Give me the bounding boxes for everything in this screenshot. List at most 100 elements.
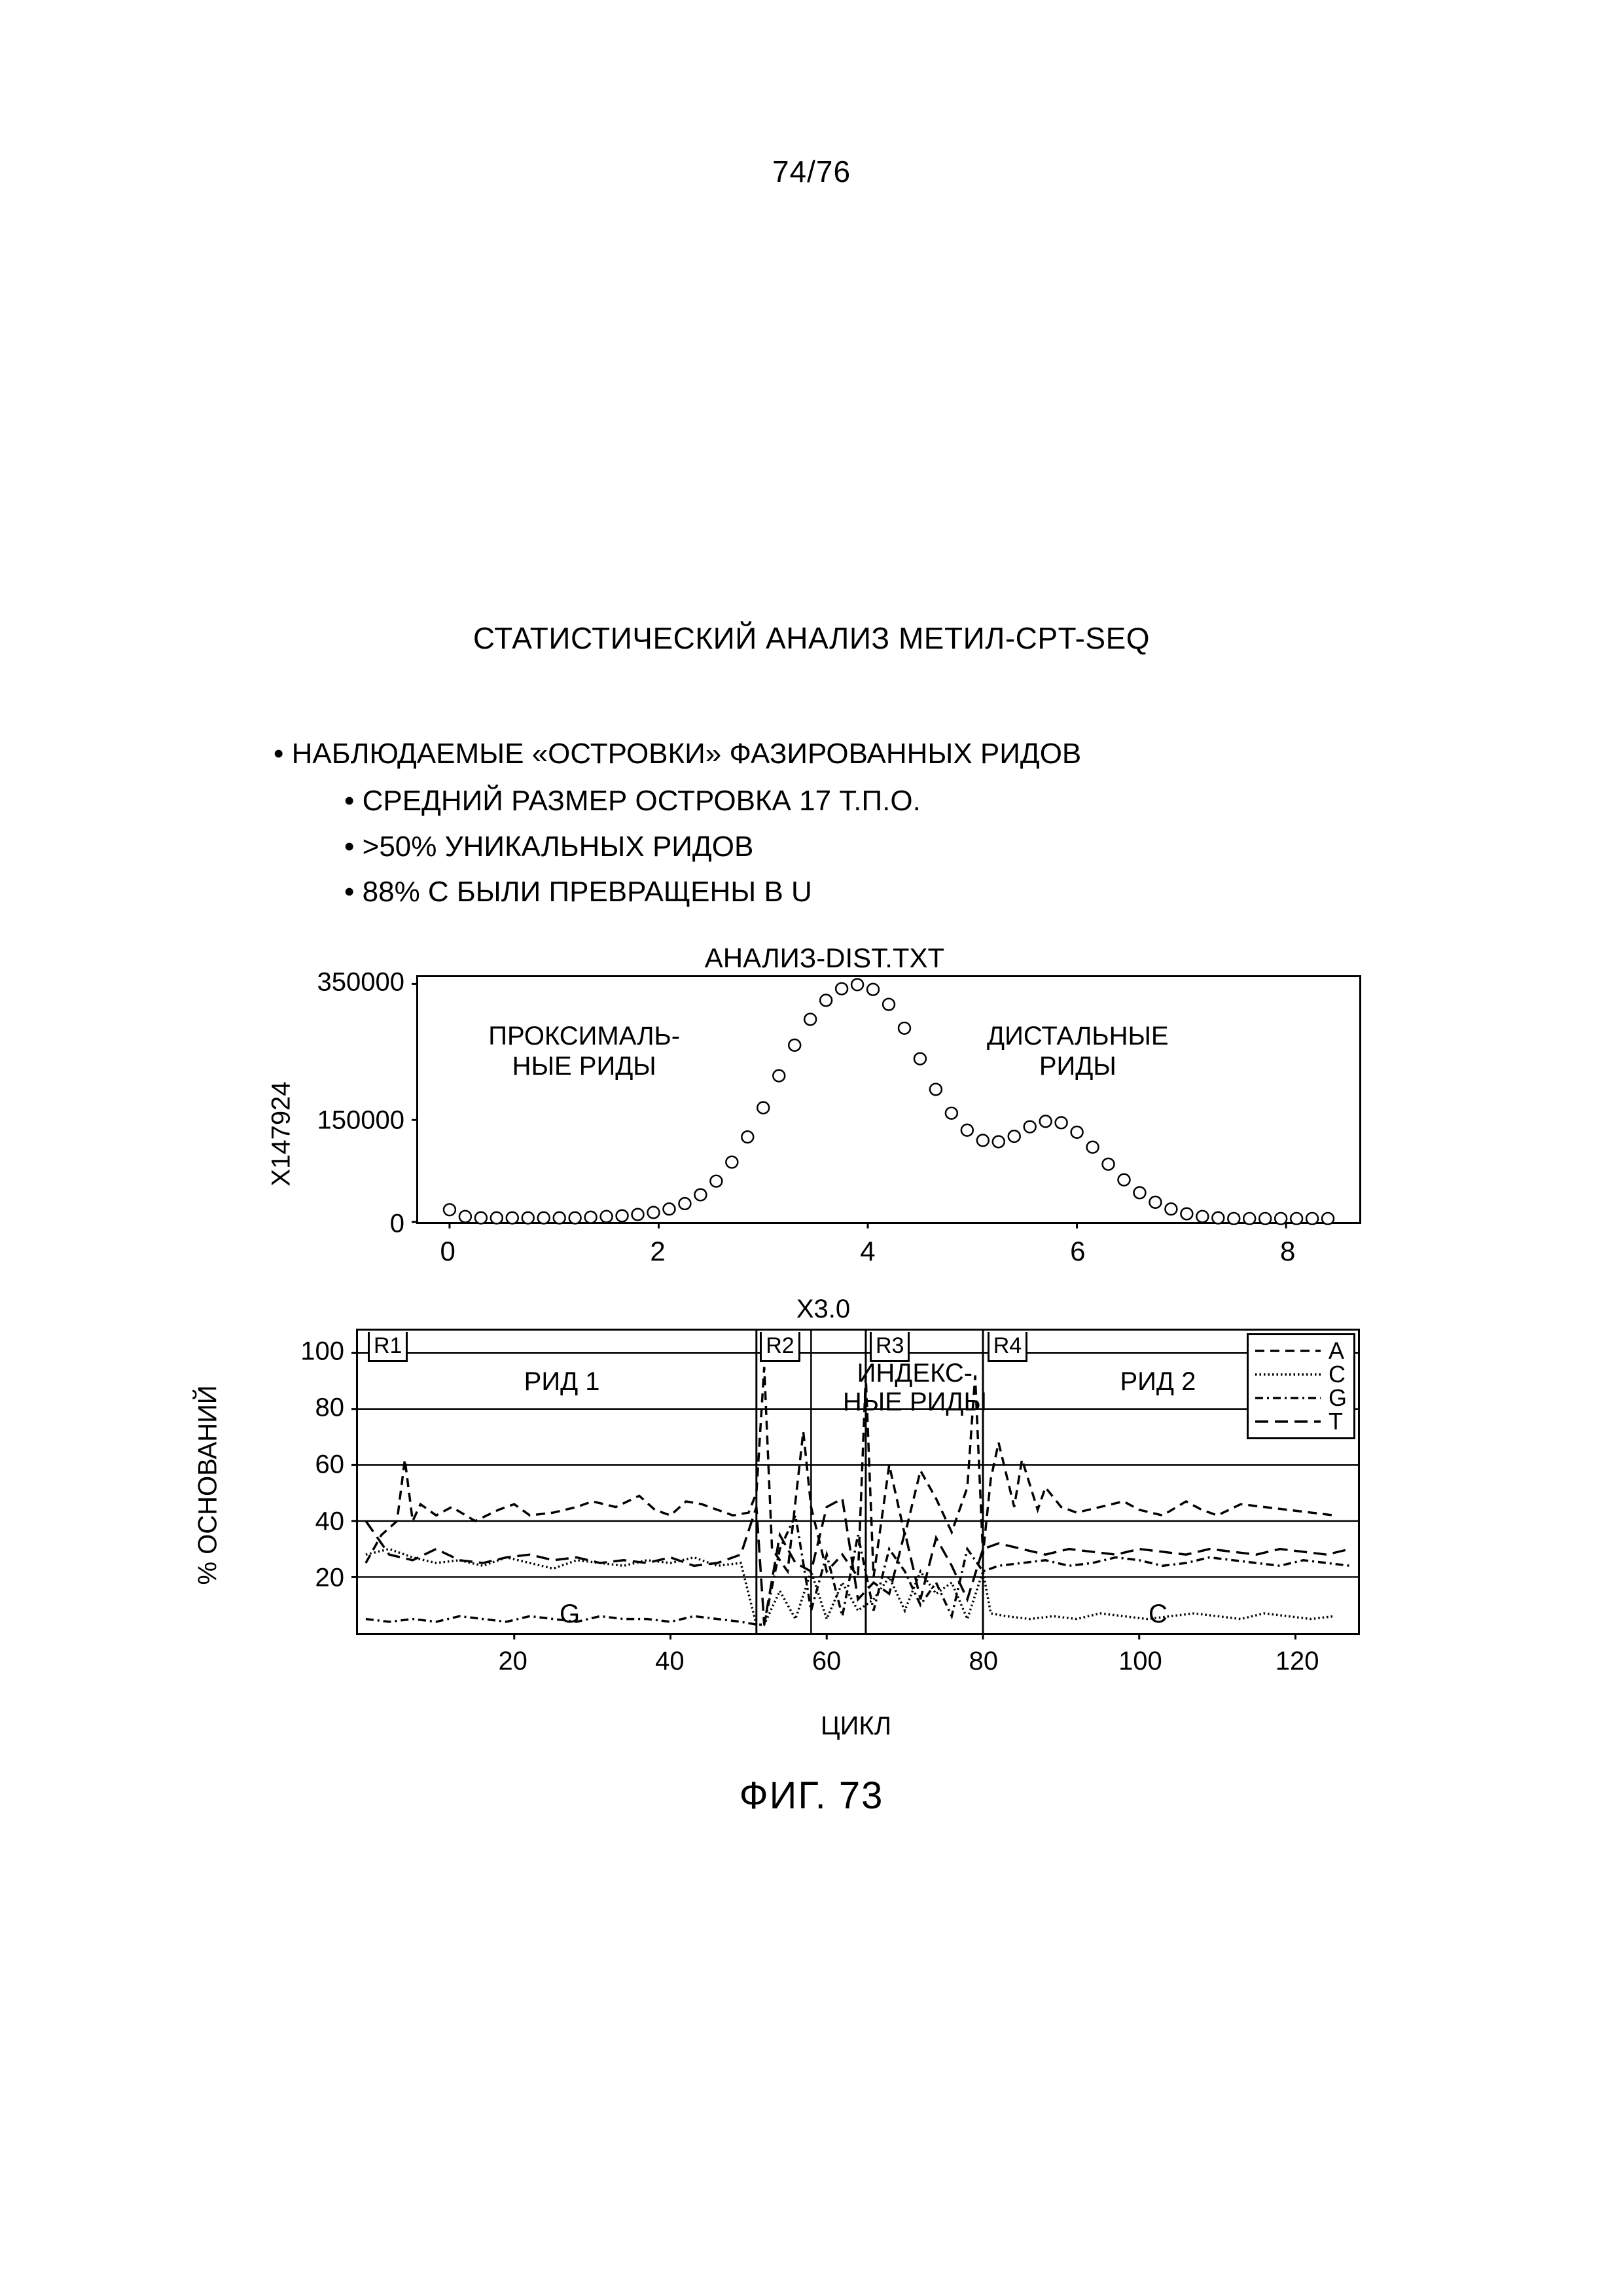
bullet-sub-2: • 88% C БЫЛИ ПРЕВРАЩЕНЫ В U: [344, 871, 1081, 913]
chart2-ytick: 40: [315, 1507, 345, 1536]
data-point: [616, 1210, 628, 1222]
bullet-sub-1: • >50% УНИКАЛЬНЫХ РИДОВ: [344, 826, 1081, 868]
chart2-annotation: ИНДЕКС-НЫЕ РИДЫ: [843, 1359, 987, 1416]
data-point: [851, 979, 863, 991]
data-point: [1196, 1211, 1208, 1223]
bullet-list: • НАБЛЮДАЕМЫЕ «ОСТРОВКИ» ФАЗИРОВАННЫХ РИ…: [274, 733, 1081, 917]
data-point: [694, 1189, 706, 1201]
data-point: [1087, 1141, 1099, 1153]
data-point: [475, 1212, 487, 1224]
data-point: [914, 1053, 926, 1065]
legend-item-A: A: [1255, 1339, 1347, 1363]
chart1-annotation: ПРОКСИМАЛЬ-НЫЕ РИДЫ: [488, 1021, 680, 1081]
data-point: [601, 1211, 613, 1223]
data-point: [1181, 1208, 1192, 1220]
data-point: [522, 1212, 534, 1224]
data-point: [993, 1136, 1005, 1148]
chart1-xtick: 4: [860, 1236, 875, 1267]
chart1-svg: [418, 977, 1359, 1222]
data-point: [1259, 1213, 1271, 1225]
data-point: [1008, 1130, 1020, 1142]
region-label: R3: [870, 1332, 910, 1362]
data-point: [444, 1204, 455, 1215]
legend-item-T: T: [1255, 1410, 1347, 1433]
data-point: [632, 1209, 644, 1221]
data-point: [1134, 1187, 1146, 1198]
chart1-plot-area: [416, 975, 1361, 1224]
data-point: [1275, 1213, 1287, 1225]
chart2-xtick: 60: [812, 1647, 842, 1676]
chart2-legend: ACGT: [1247, 1333, 1355, 1439]
data-point: [757, 1102, 769, 1114]
data-point: [726, 1157, 738, 1168]
bullet-sub-0: • СРЕДНИЙ РАЗМЕР ОСТРОВКА 17 Т.П.О.: [344, 780, 1081, 822]
chart1-ylabel: X147924: [267, 1081, 296, 1186]
data-point: [741, 1131, 753, 1143]
data-point: [1306, 1213, 1318, 1225]
chart2-xtick: 80: [969, 1647, 999, 1676]
data-point: [930, 1084, 942, 1096]
data-point: [491, 1212, 503, 1224]
chart2-annotation: РИД 1: [524, 1367, 600, 1396]
data-point: [710, 1175, 722, 1187]
chart2-title: X3.0: [796, 1295, 850, 1324]
page-number: 74/76: [772, 154, 851, 189]
chart1-xtick: 6: [1070, 1236, 1085, 1267]
data-point: [1103, 1158, 1115, 1170]
legend-item-C: C: [1255, 1363, 1347, 1386]
data-point: [1024, 1121, 1036, 1133]
data-point: [1228, 1213, 1240, 1225]
chart2-ylabel: % ОСНОВАНИЙ: [194, 1385, 223, 1585]
base-composition-chart: X3.0 % ОСНОВАНИЙ ЦИКЛ R1R2R3R4 РИД 1ИНДЕ…: [287, 1329, 1360, 1676]
data-point: [507, 1212, 518, 1224]
region-label: R1: [368, 1332, 408, 1362]
data-point: [1165, 1203, 1177, 1215]
data-point: [883, 999, 895, 1011]
data-point: [1243, 1213, 1255, 1225]
data-point: [1056, 1117, 1067, 1128]
data-point: [1212, 1212, 1224, 1224]
data-point: [1118, 1174, 1130, 1186]
data-point: [1040, 1115, 1052, 1127]
chart1-ytick: 0: [390, 1210, 404, 1239]
page-title: СТАТИСТИЧЕСКИЙ АНАЛИЗ МЕТИЛ-CPT-SEQ: [473, 620, 1150, 656]
chart2-ytick: 60: [315, 1450, 345, 1480]
region-label: R4: [988, 1332, 1027, 1362]
chart1-ytick: 150000: [317, 1105, 404, 1135]
bullet-main: • НАБЛЮДАЕМЫЕ «ОСТРОВКИ» ФАЗИРОВАННЫХ РИ…: [274, 733, 1081, 775]
chart2-xtick: 20: [498, 1647, 527, 1676]
chart2-xlabel: ЦИКЛ: [821, 1712, 891, 1741]
data-point: [459, 1211, 471, 1223]
chart2-annotation: C: [1149, 1600, 1168, 1628]
data-point: [820, 994, 832, 1006]
data-point: [789, 1039, 800, 1051]
chart2-annotation: РИД 2: [1120, 1367, 1196, 1396]
data-point: [1291, 1213, 1302, 1225]
chart2-xtick: 100: [1118, 1647, 1162, 1676]
chart1-title: АНАЛИЗ-DIST.TXT: [705, 942, 944, 974]
data-point: [648, 1207, 660, 1219]
data-point: [569, 1212, 581, 1224]
series-C: [366, 1549, 1334, 1625]
chart2-ytick: 20: [315, 1564, 345, 1593]
data-point: [554, 1212, 565, 1224]
figure-caption: ФИГ. 73: [740, 1774, 884, 1818]
data-point: [867, 984, 879, 996]
data-point: [538, 1212, 550, 1224]
chart2-ytick: 100: [300, 1336, 344, 1366]
data-point: [1149, 1196, 1161, 1208]
data-point: [773, 1070, 785, 1082]
data-point: [679, 1198, 690, 1210]
legend-label: T: [1329, 1408, 1343, 1435]
data-point: [664, 1203, 675, 1215]
chart2-xtick: 40: [655, 1647, 685, 1676]
data-point: [946, 1107, 957, 1119]
chart1-xtick: 8: [1280, 1236, 1295, 1267]
region-label: R2: [760, 1332, 800, 1362]
series-T: [366, 1499, 1350, 1625]
data-point: [977, 1134, 989, 1146]
chart1-xtick: 0: [440, 1236, 455, 1267]
chart1-annotation: ДИСТАЛЬНЫЕРИДЫ: [987, 1021, 1169, 1081]
chart2-ytick: 80: [315, 1393, 345, 1423]
page: 74/76 СТАТИСТИЧЕСКИЙ АНАЛИЗ МЕТИЛ-CPT-SE…: [0, 0, 1623, 2296]
